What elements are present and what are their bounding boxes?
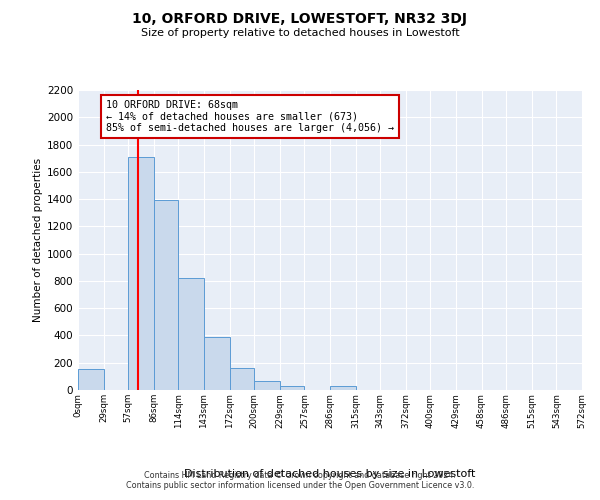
Bar: [230, 368, 254, 390]
Bar: [154, 200, 178, 390]
X-axis label: Distribution of detached houses by size in Lowestoft: Distribution of detached houses by size …: [184, 470, 476, 480]
Text: Size of property relative to detached houses in Lowestoft: Size of property relative to detached ho…: [140, 28, 460, 38]
Bar: [178, 278, 204, 390]
Bar: [204, 337, 230, 390]
Bar: [330, 386, 356, 390]
Bar: [128, 157, 154, 390]
Bar: [78, 369, 104, 390]
Text: 10, ORFORD DRIVE, LOWESTOFT, NR32 3DJ: 10, ORFORD DRIVE, LOWESTOFT, NR32 3DJ: [133, 12, 467, 26]
Text: 10 ORFORD DRIVE: 68sqm
← 14% of detached houses are smaller (673)
85% of semi-de: 10 ORFORD DRIVE: 68sqm ← 14% of detached…: [106, 100, 394, 132]
Bar: [280, 386, 304, 390]
Text: Contains HM Land Registry data © Crown copyright and database right 2024.
Contai: Contains HM Land Registry data © Crown c…: [126, 470, 474, 490]
Bar: [254, 381, 280, 390]
Y-axis label: Number of detached properties: Number of detached properties: [33, 158, 43, 322]
